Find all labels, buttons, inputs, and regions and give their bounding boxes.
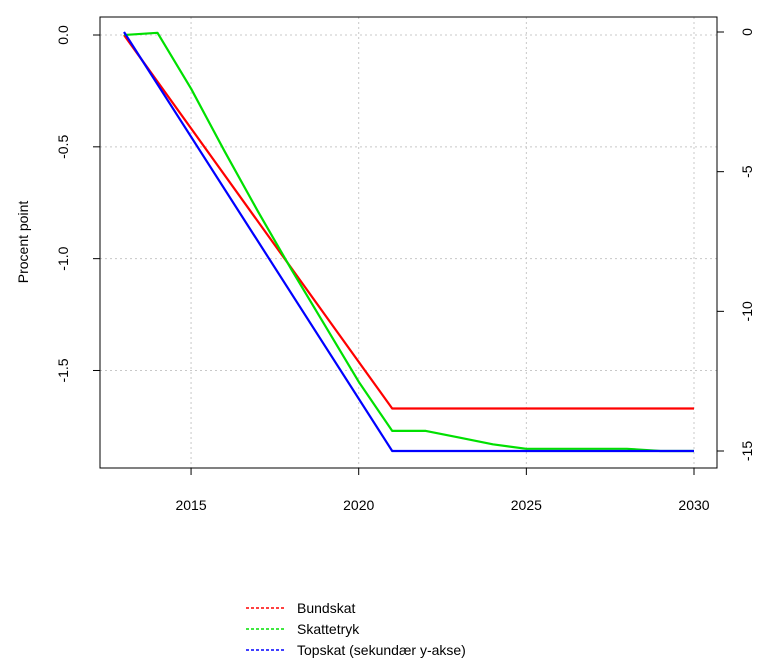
y-axis-title: Procent point (15, 201, 31, 284)
y-tick-label-right: 0 (739, 28, 755, 36)
y-axis-right: 0 -5 -10 -15 (717, 28, 755, 461)
series-line-3 (123, 31, 694, 453)
y-tick-label-left: -1.0 (55, 246, 71, 270)
y-tick-label-left: -0.5 (55, 135, 71, 159)
legend-label-1: Bundskat (297, 600, 355, 616)
y-tick-label-left: 0.0 (55, 25, 71, 45)
plot-frame (99, 16, 718, 469)
legend-label-2: Skattetryk (297, 621, 360, 637)
x-tick-label: 2015 (175, 497, 206, 513)
legend-label-3: Topskat (sekundær y-akse) (297, 642, 466, 658)
y-axis-left: 0.0 -0.5 -1.0 -1.5 (55, 25, 100, 383)
y-tick-label-right: -15 (739, 441, 755, 461)
x-axis: 2015 2020 2025 2030 (175, 468, 710, 513)
grid-lines (100, 17, 717, 468)
x-tick-label: 2025 (511, 497, 542, 513)
x-tick-label: 2020 (343, 497, 374, 513)
y-tick-label-right: -5 (739, 165, 755, 178)
x-tick-label: 2030 (678, 497, 709, 513)
y-tick-label-right: -10 (739, 301, 755, 321)
y-tick-label-left: -1.5 (55, 358, 71, 382)
series-line-1 (123, 34, 694, 410)
series-line-2 (123, 31, 694, 453)
series-lines (123, 31, 694, 453)
legend: Bundskat Skattetryk Topskat (sekundær y-ak… (246, 600, 466, 658)
